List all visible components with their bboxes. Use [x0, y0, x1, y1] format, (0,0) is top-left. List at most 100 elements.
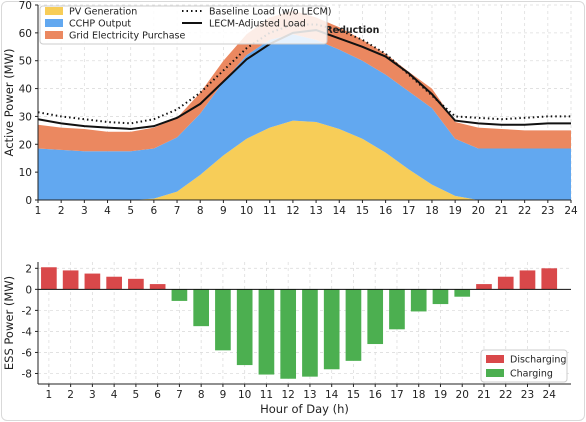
reduction-annotation: Reduction [325, 25, 379, 36]
bottom-y-tick-label: -6 [22, 347, 33, 359]
charging-bar [280, 289, 297, 379]
charging-bar [215, 289, 231, 351]
top-y-tick-label: 10 [19, 167, 32, 179]
top-x-tick-label: 10 [240, 205, 253, 217]
top-x-tick-label: 13 [309, 205, 322, 217]
legend-swatch [45, 7, 63, 15]
charging-bar [367, 289, 384, 345]
discharging-bar [476, 284, 492, 290]
discharging-bar [541, 268, 558, 290]
legend-label: Baseline Load (w/o LECM) [209, 7, 331, 18]
top-x-tick-label: 11 [263, 205, 276, 217]
bottom-x-tick-label: 20 [456, 389, 469, 401]
top-axes: 1 2 3 4 5 6 7 8 9 10 11 12 13 14 15 16 17 18 19 20 21 22 23 240… [19, 0, 578, 217]
bottom-x-tick-label: 17 [390, 389, 403, 401]
bottom-axes: 1 2 3 4 5 6 7 8 9 10 11 12 13 14 15 16 17 18 19 20 21 22 23 242… [22, 262, 571, 401]
top-x-tick-label: 16 [379, 205, 393, 217]
bottom-x-tick-label: 9 [220, 389, 227, 401]
top-x-tick-label: 20 [472, 205, 485, 217]
bottom-y-tick-label: 0 [25, 284, 32, 296]
top-x-tick-label: 2 [58, 205, 65, 217]
bottom-x-tick-label: 5 [133, 389, 140, 401]
top-x-tick-label: 23 [541, 205, 554, 217]
bottom-x-tick-label: 22 [499, 389, 512, 401]
top-x-tick-label: 1 [35, 205, 42, 217]
bottom-y-tick-label: -2 [22, 305, 32, 317]
top-x-tick-label: 8 [197, 205, 204, 217]
charging-bar [323, 289, 340, 370]
bottom-x-tick-label: 19 [434, 389, 447, 401]
top-y-tick-label: 50 [19, 56, 32, 68]
bottom-x-tick-label: 23 [521, 389, 534, 401]
bottom-x-tick-label: 16 [369, 389, 383, 401]
top-x-tick-label: 15 [356, 205, 369, 217]
legend-label: Discharging [510, 355, 566, 366]
top-x-tick-label: 17 [402, 205, 415, 217]
bottom-x-tick-label: 15 [347, 389, 360, 401]
top-y-tick-label: 30 [19, 111, 32, 123]
charging-bar [389, 289, 405, 330]
top-x-tick-label: 21 [495, 205, 508, 217]
top-x-tick-label: 18 [425, 205, 438, 217]
top-y-tick-label: 60 [19, 28, 32, 40]
charging-bar [302, 289, 318, 377]
bottom-y-axis-label: ESS Power (MW) [2, 276, 16, 370]
discharging-bar [41, 267, 57, 290]
bottom-x-tick-label: 10 [238, 389, 251, 401]
charging-bar [236, 289, 253, 366]
bottom-y-tick-label: -8 [22, 368, 32, 380]
bottom-x-tick-label: 12 [281, 389, 294, 401]
bottom-x-tick-label: 13 [303, 389, 316, 401]
charging-bar [432, 289, 449, 305]
charging-bar [454, 289, 471, 297]
top-x-tick-label: 22 [518, 205, 531, 217]
top-y-tick-label: 70 [19, 0, 32, 12]
top-stacked-areas [38, 10, 571, 200]
area-grid-electricity-purchase [38, 10, 571, 152]
bottom-x-tick-label: 11 [260, 389, 273, 401]
legend-swatch [486, 369, 504, 377]
discharging-bar [149, 284, 166, 290]
bottom-legend: Discharging Charging [480, 349, 568, 383]
bottom-y-tick-label: 2 [25, 263, 32, 275]
area-pv-generation [38, 120, 571, 200]
ess-bars [41, 267, 558, 379]
top-x-tick-label: 6 [151, 205, 158, 217]
top-x-tick-label: 3 [81, 205, 88, 217]
legend-label: LECM-Adjusted Load [209, 19, 306, 30]
top-x-tick-label: 14 [333, 205, 347, 217]
bottom-x-tick-label: 24 [543, 389, 557, 401]
top-y-tick-label: 0 [25, 195, 32, 207]
discharging-bar [519, 270, 536, 290]
top-x-tick-label: 9 [220, 205, 227, 217]
charging-bar [171, 289, 188, 301]
legend-swatch [486, 355, 504, 363]
legend-label: Grid Electricity Purchase [69, 31, 185, 42]
bottom-y-tick-label: -4 [22, 326, 33, 338]
discharging-bar [106, 276, 122, 290]
legend-label: CCHP Output [69, 19, 131, 30]
discharging-bar [84, 273, 101, 290]
bottom-x-tick-label: 8 [198, 389, 205, 401]
bottom-x-tick-label: 14 [325, 389, 339, 401]
area-cchp-output [38, 34, 571, 200]
discharging-bar [62, 270, 79, 290]
legend-swatch [45, 19, 63, 27]
bottom-x-tick-label: 1 [46, 389, 53, 401]
top-y-tick-label: 40 [19, 84, 32, 96]
top-x-tick-label: 7 [174, 205, 181, 217]
legend-label: PV Generation [69, 7, 137, 18]
top-x-tick-label: 4 [104, 205, 111, 217]
top-x-tick-label: 24 [564, 205, 578, 217]
bottom-x-tick-label: 7 [176, 389, 183, 401]
bottom-x-tick-label: 18 [412, 389, 425, 401]
bottom-x-axis-label: Hour of Day (h) [260, 402, 349, 416]
top-x-tick-label: 5 [127, 205, 134, 217]
bottom-x-tick-label: 3 [89, 389, 96, 401]
bottom-x-tick-label: 2 [67, 389, 74, 401]
charging-bar [345, 289, 362, 361]
top-x-tick-label: 19 [448, 205, 461, 217]
charging-bar [193, 289, 209, 327]
